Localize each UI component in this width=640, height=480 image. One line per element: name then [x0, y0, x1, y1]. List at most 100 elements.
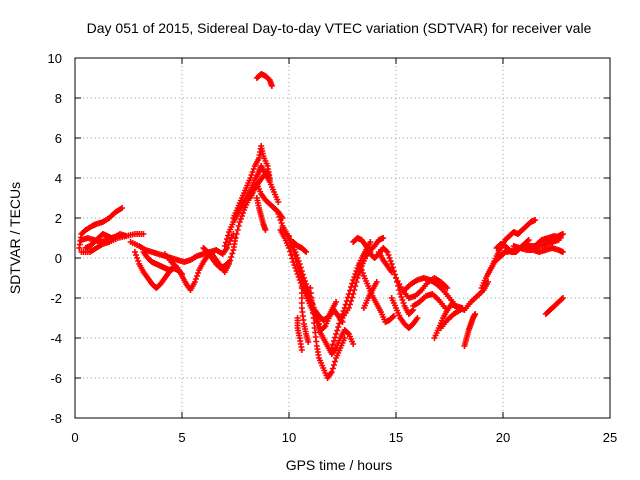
data-point: [292, 255, 299, 261]
data-point: [298, 347, 305, 353]
data-point: [313, 319, 320, 325]
data-point: [247, 175, 254, 181]
data-point: [290, 247, 297, 253]
x-axis-label: GPS time / hours: [286, 457, 393, 473]
data-point: [373, 279, 380, 285]
data-point: [345, 305, 352, 311]
data-point: [234, 227, 241, 233]
data-point: [352, 271, 359, 277]
data-point: [291, 251, 298, 257]
data-point: [335, 324, 342, 330]
data-point: [277, 217, 284, 223]
data-point: [119, 205, 126, 211]
data-point: [302, 248, 309, 254]
data-point: [227, 257, 234, 264]
y-tick-label: -4: [50, 331, 62, 346]
data-point: [249, 169, 256, 175]
data-point: [380, 235, 387, 241]
data-point: [349, 280, 356, 287]
data-point: [350, 277, 357, 283]
data-point: [334, 327, 341, 334]
data-point: [386, 255, 393, 261]
data-point: [276, 214, 283, 220]
x-tick-label: 10: [282, 430, 296, 445]
data-point: [532, 217, 539, 223]
data-point: [286, 245, 292, 251]
x-axis-ticks: 0 5 10 15 20 25: [71, 58, 617, 445]
data-point: [287, 248, 294, 255]
data-point: [232, 235, 239, 241]
data-point: [330, 338, 337, 344]
data-point: [355, 272, 362, 278]
data-point: [233, 231, 240, 237]
data-point: [525, 237, 532, 243]
data-point: [135, 258, 142, 264]
data-point: [383, 248, 390, 254]
data-points: [76, 71, 566, 381]
data-point: [348, 298, 355, 304]
data-point: [140, 231, 147, 237]
data-point: [400, 300, 407, 306]
data-point: [389, 314, 396, 320]
data-point: [278, 220, 285, 226]
data-point: [388, 269, 395, 275]
data-point: [333, 331, 340, 337]
data-point: [398, 294, 405, 300]
data-point: [266, 177, 273, 183]
data-point: [132, 252, 139, 258]
data-point: [444, 285, 451, 291]
x-tick-label: 15: [389, 430, 403, 445]
y-tick-label: -8: [50, 411, 62, 426]
data-point: [457, 307, 464, 313]
data-point: [221, 243, 228, 249]
x-tick-label: 20: [496, 430, 510, 445]
data-point: [329, 341, 336, 348]
data-point: [356, 261, 363, 267]
data-point: [391, 271, 398, 278]
data-point: [238, 213, 245, 219]
data-point: [336, 320, 343, 327]
data-point: [235, 223, 242, 229]
data-point: [353, 279, 360, 285]
data-point: [250, 166, 257, 172]
data-point: [268, 83, 275, 89]
data-point: [114, 233, 121, 239]
data-point: [354, 275, 361, 281]
data-point: [385, 252, 392, 258]
y-tick-label: 4: [55, 171, 62, 186]
data-point: [409, 308, 416, 314]
data-point: [348, 284, 355, 290]
data-point: [195, 270, 202, 276]
data-point: [289, 243, 296, 250]
data-point: [229, 250, 236, 257]
data-point: [286, 233, 292, 239]
x-tick-label: 25: [603, 430, 617, 445]
data-point: [275, 211, 282, 217]
data-point: [223, 236, 230, 242]
y-tick-label: -6: [50, 371, 62, 386]
data-point: [390, 313, 397, 319]
data-point: [248, 172, 255, 178]
data-point: [222, 239, 229, 246]
data-point: [226, 261, 233, 267]
y-tick-label: 0: [55, 251, 62, 266]
data-point: [559, 249, 566, 255]
data-point: [559, 295, 566, 301]
data-point: [328, 345, 335, 351]
data-point: [314, 323, 321, 329]
data-point: [388, 261, 395, 267]
data-point: [300, 281, 307, 287]
data-point: [559, 231, 566, 237]
data-point: [357, 264, 364, 270]
data-point: [367, 239, 374, 245]
data-point: [303, 249, 310, 255]
data-point: [358, 267, 365, 273]
x-tick-label: 0: [71, 430, 78, 445]
data-point: [275, 199, 282, 205]
data-point: [350, 291, 357, 297]
data-point: [294, 263, 301, 269]
data-point: [558, 296, 565, 302]
data-point: [332, 334, 339, 341]
data-point: [305, 339, 312, 345]
grid-lines: [75, 58, 610, 418]
